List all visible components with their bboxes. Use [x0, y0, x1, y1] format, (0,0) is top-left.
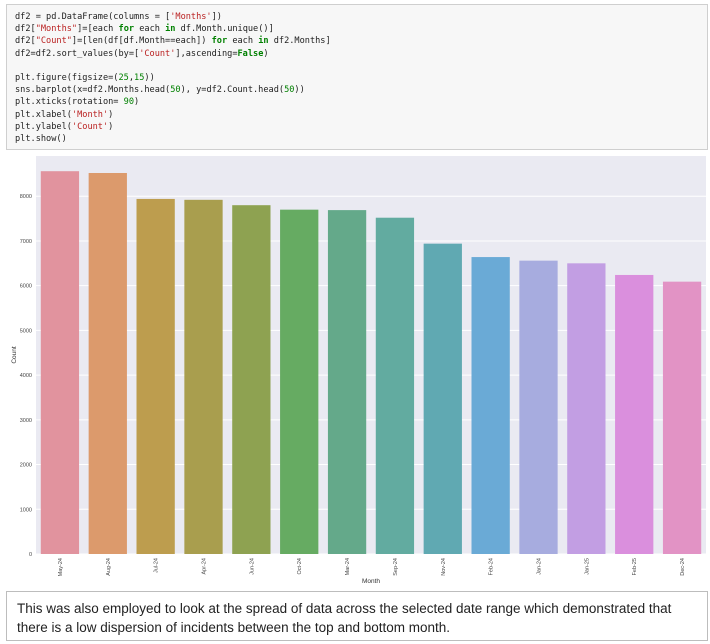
y-tick-label: 8000 [20, 194, 32, 200]
y-tick-label: 4000 [20, 373, 32, 379]
x-tick-label: Jan-24 [537, 558, 543, 575]
x-tick-label: Feb-25 [632, 558, 638, 575]
bar [423, 243, 462, 554]
bar [232, 205, 271, 554]
x-tick-label: Oct-24 [297, 558, 303, 575]
bar [615, 274, 654, 554]
x-tick-label: Apr-24 [202, 558, 208, 575]
x-tick-label: Mar-24 [345, 558, 351, 575]
bar [280, 209, 319, 555]
x-tick-label: Feb-24 [489, 558, 495, 575]
x-tick-label: Jul-24 [154, 558, 160, 573]
bar [567, 263, 606, 554]
code-line: df2 = pd.DataFrame(columns = ['Months']) [15, 12, 222, 22]
code-line: sns.barplot(x=df2.Months.head(50), y=df2… [15, 85, 305, 96]
code-line: plt.xlabel('Month') [15, 109, 114, 120]
bar-chart: 0 1000 2000 3000 4000 5000 6000 7000 8000 May-24 A… [6, 152, 708, 588]
bar [136, 198, 175, 554]
bar [327, 210, 367, 554]
bar [375, 217, 415, 555]
x-tick-label: Jan-25 [584, 558, 590, 575]
y-axis-label: Count [11, 346, 18, 364]
caption-box: This was also employed to look at the sp… [6, 591, 708, 641]
y-tick-label: 5000 [20, 328, 32, 334]
y-tick-label: 1000 [20, 507, 32, 513]
code-line: plt.xticks(rotation= 90) [15, 97, 140, 108]
y-tick-label: 7000 [20, 239, 32, 245]
x-axis-label: Month [362, 578, 380, 585]
chart-svg: 0 1000 2000 3000 4000 5000 6000 7000 8000 May-24 A… [11, 156, 706, 585]
bar [662, 281, 702, 554]
x-tick-label: May-24 [58, 558, 64, 576]
y-tick-label: 3000 [20, 418, 32, 424]
bar [88, 172, 127, 554]
x-tick-label: Nov-24 [441, 558, 447, 576]
code-line: plt.show() [15, 133, 67, 144]
x-tick-label: Jun-24 [249, 558, 255, 575]
y-tick-label: 2000 [20, 463, 32, 469]
x-tick-label: Sep-24 [393, 558, 399, 576]
y-tick-label: 6000 [20, 284, 32, 290]
code-line: df2["Count"]=[len(df[df.Month==each]) fo… [15, 36, 331, 47]
caption-text: This was also employed to look at the sp… [17, 601, 672, 635]
code-block: df2 = pd.DataFrame(columns = ['Months'])… [15, 11, 699, 145]
bar [184, 199, 223, 555]
bar [471, 257, 510, 554]
code-line: plt.figure(figsize=(25,15)) [15, 72, 155, 83]
x-tick-label: Dec-24 [680, 558, 686, 576]
code-line: df2=df2.sort_values(by=['Count'],ascendi… [15, 48, 269, 59]
code-cell[interactable]: df2 = pd.DataFrame(columns = ['Months'])… [6, 4, 708, 150]
bar [519, 260, 558, 554]
y-tick-label: 0 [29, 552, 32, 558]
code-line: plt.ylabel('Count') [15, 121, 114, 132]
bar [40, 171, 80, 554]
code-line [15, 60, 699, 72]
code-line: df2["Months"]=[each for each in df.Month… [15, 24, 274, 35]
x-tick-label: Aug-24 [106, 558, 112, 576]
